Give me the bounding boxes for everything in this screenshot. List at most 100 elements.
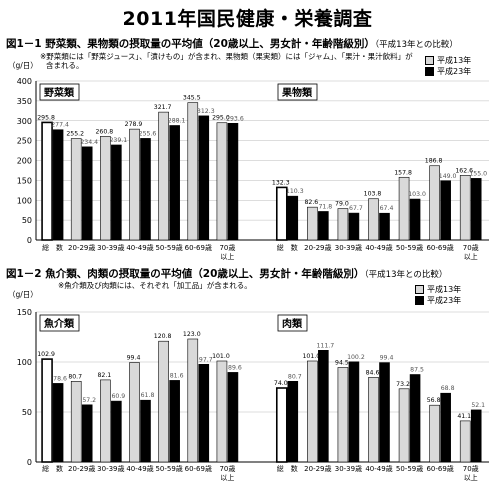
- chart2-panel2-datalabel-s2-4: 87.5: [410, 367, 424, 374]
- chart1-panel1-datalabel-s1-5: 345.5: [183, 95, 201, 102]
- chart1-panel2-datalabel-s1-5: 186.8: [425, 158, 443, 165]
- chart1-panel1-bar-s2-3: [140, 138, 151, 241]
- legend-item-h23: 平成23年: [425, 66, 471, 77]
- chart1-panel1-datalabel-s1-4: 321.7: [154, 104, 172, 111]
- chart2-panel1-xtick-2: 30-39歳: [97, 464, 124, 473]
- legend2-label-h23: 平成23年: [427, 296, 462, 305]
- chart1-panel1-xtick-1: 20-29歳: [68, 243, 95, 252]
- chart2-panel1-datalabel-s2-2: 60.9: [111, 393, 125, 400]
- chart1-panel1-xtick-0: 総 数: [42, 243, 63, 252]
- chart1-panel2-bar-s1-1: [307, 206, 318, 241]
- chart1-panel2-xtick-3: 40-49歳: [365, 243, 392, 252]
- chart1-panel2-datalabel-s1-4: 157.8: [394, 169, 412, 176]
- figure2-note-line1: ※魚介類及び肉類には、それぞれ「加工品」が含まれる。: [58, 281, 252, 290]
- chart2-panel2-datalabel-s1-1: 101.0: [302, 353, 320, 360]
- chart2-panel1-bar-s2-5: [198, 363, 210, 463]
- legend2-label-h13: 平成13年: [427, 285, 462, 294]
- figure1-note: ※野菜類には「野菜ジュース」、「漬けもの」が含まれ、果物類（果実類）には「ジャム…: [40, 52, 413, 70]
- chart1-panel1-bar-s2-6: [227, 122, 239, 241]
- chart1-panel1-datalabel-s1-3: 278.9: [125, 121, 143, 128]
- chart2-panel2-xtick-6-b: 以上: [464, 473, 478, 482]
- chart1-ytick-6: 300: [17, 117, 32, 126]
- figure1-legend: 平成13年 平成23年: [425, 55, 471, 77]
- chart1-panel2-bar-s1-4: [398, 176, 410, 241]
- chart1-panel1-xtick-6-b: 以上: [220, 252, 234, 261]
- legend-item-h13: 平成13年: [425, 55, 471, 66]
- chart2-panel2-bar-s2-2: [348, 361, 360, 463]
- chart2-panel2-bar-s1-1: [307, 360, 318, 463]
- chart2-panel2-xtick-0: 総 数: [277, 464, 298, 473]
- chart1-panel2-label-box: [277, 83, 318, 101]
- chart1-panel1-xtick-6: 70歳: [219, 243, 235, 252]
- legend2-swatch-h23: [415, 296, 424, 305]
- chart2-panel1-datalabel-s1-3: 99.4: [127, 355, 141, 362]
- legend-swatch-h13: [425, 56, 434, 65]
- chart2-panel2-bar-s1-0: [275, 387, 288, 463]
- chart2-panel1-bar-s1-5: [187, 338, 199, 463]
- legend2-swatch-h13: [415, 285, 424, 294]
- chart1-panel2-bar-s1-2: [337, 208, 349, 241]
- chart1-panel2-xtick-5: 60-69歳: [426, 243, 453, 252]
- chart2-panel1-bar-s1-1: [70, 380, 82, 463]
- chart1-panel2-datalabel-s2-4: 103.0: [408, 191, 426, 198]
- chart2-panel1-bar-s1-6: [216, 360, 228, 463]
- chart1-panel1-bar-s2-2: [111, 144, 122, 241]
- chart2-panel1-datalabel-s2-5: 97.7: [199, 356, 213, 363]
- chart1-panel1-datalabel-s1-6: 295.0: [212, 115, 230, 122]
- chart2-panel1-datalabel-s2-1: 57.2: [82, 397, 96, 404]
- chart1-panel2-datalabel-s1-1: 82.6: [304, 199, 318, 206]
- chart1-panel2-datalabel-s2-6: 155.0: [469, 170, 487, 177]
- chart2-panel2-xtick-5: 60-69歳: [426, 464, 453, 473]
- chart2-panel2-bar-s1-3: [368, 377, 379, 463]
- chart2-panel1-xtick-1: 20-29歳: [68, 464, 95, 473]
- legend-swatch-h23: [425, 67, 434, 76]
- figure1-comparison: （平成13年との比較）: [374, 40, 458, 50]
- chart2-panel1-label: 魚介類: [44, 317, 75, 330]
- chart2-panel1-bar-s2-3: [140, 399, 151, 463]
- chart1-panel1-datalabel-s2-1: 234.4: [80, 139, 98, 146]
- chart1-ytick-5: 250: [17, 137, 32, 146]
- chart1-panel1-bar-s1-3: [129, 128, 140, 241]
- chart1-panel2-xtick-6: 70歳: [463, 243, 479, 252]
- legend2-item-h23: 平成23年: [415, 295, 461, 306]
- chart2-panel1-xtick-0: 総 数: [42, 464, 63, 473]
- chart2-panel2-bar-s2-5: [440, 392, 451, 463]
- chart1-panel2-bar-s2-1: [318, 211, 329, 241]
- chart2-ytick-3: 150: [17, 308, 32, 317]
- chart2-panel2-datalabel-s1-5: 56.8: [427, 397, 441, 404]
- chart2-panel1-bar-s1-2: [100, 379, 111, 463]
- chart2-panel2-label-box: [277, 314, 308, 332]
- chart1-panel2-bar-s2-2: [348, 212, 360, 241]
- figure2-comparison: （平成13年との比較）: [364, 270, 448, 280]
- chart1-ytick-1: 50: [22, 216, 32, 225]
- chart2-panel1-datalabel-s2-0: 78.6: [53, 375, 67, 382]
- chart1-panel2-datalabel-s1-2: 79.0: [335, 201, 349, 208]
- chart1-panel1-label: 野菜類: [44, 86, 75, 99]
- chart1-panel2-bar-s2-4: [409, 198, 421, 241]
- chart2-panel2-label: 肉類: [282, 317, 303, 330]
- chart2-panel2-bar-s2-1: [318, 349, 329, 463]
- chart2-panel2-bar-s1-6: [459, 420, 471, 463]
- figure2-note: ※魚介類及び肉類には、それぞれ「加工品」が含まれる。: [58, 281, 252, 290]
- chart1-panel2-xtick-0: 総 数: [277, 243, 298, 252]
- chart2-panel2-bar-s1-4: [398, 388, 410, 463]
- chart2-panel1-bar-s2-6: [227, 372, 239, 463]
- chart2-panel1-bar-s2-1: [81, 404, 93, 463]
- chart1-panel1-xtick-4: 50-59歳: [155, 243, 182, 252]
- figure1-title-text: 野菜類、果物類の摂取量の平均値（20歳以上、男女計・年齢階級別）: [45, 38, 375, 50]
- chart1-ytick-3: 150: [17, 176, 32, 185]
- chart2-panel1-xtick-6: 70歳: [219, 464, 235, 473]
- chart2-panel2-bar-s2-6: [470, 409, 482, 463]
- chart1-panel2-xtick-4: 50-59歳: [396, 243, 423, 252]
- chart1-panel2-bar-s1-5: [429, 165, 440, 241]
- chart1-panel2-datalabel-s2-0: 110.3: [286, 188, 304, 195]
- chart1-panel2-bar-s2-0: [287, 195, 299, 241]
- chart1-ytick-2: 100: [17, 196, 32, 205]
- chart2-panel1-bar-s2-2: [111, 400, 122, 463]
- chart1-panel1-xtick-2: 30-39歳: [97, 243, 124, 252]
- chart1-panel1-datalabel-s1-2: 260.8: [95, 128, 113, 135]
- chart2-y-unit: （g/日）: [8, 290, 38, 299]
- figure1-number: 図1－1: [6, 38, 42, 50]
- chart2-panel1-bar-s1-4: [158, 340, 169, 463]
- chart2-panel2-bar-s1-2: [337, 367, 349, 463]
